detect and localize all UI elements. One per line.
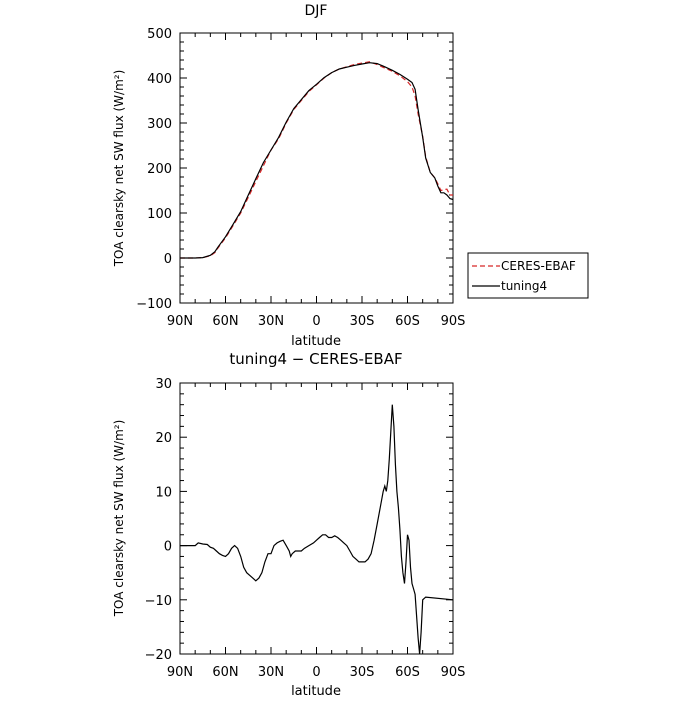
- bottom-y-axis-label: TOA clearsky net SW flux (W/m²): [112, 420, 126, 618]
- top-y-tick-label: −100: [136, 297, 172, 312]
- bottom-y-tick-label: −10: [145, 594, 172, 609]
- legend-label-ceres-ebaf: CERES-EBAF: [501, 259, 576, 273]
- top-plot-frame: [179, 32, 454, 304]
- bottom-series-lines: [180, 404, 454, 655]
- bottom-x-tick-label: 90N: [167, 665, 193, 680]
- top-y-tick-label: 200: [147, 162, 172, 177]
- legend-label-tuning4: tuning4: [501, 279, 547, 293]
- legend: CERES-EBAF tuning4: [467, 252, 589, 299]
- top-panel: DJF 90N 60N 30N 0 30S 60S 90S −100 0 100 200 300 40…: [112, 3, 589, 349]
- bottom-series-line-difference: [180, 404, 454, 655]
- top-y-tick-label: 100: [147, 207, 172, 222]
- top-x-tick-label: 60S: [395, 314, 420, 329]
- top-x-tick-label: 90N: [167, 314, 193, 329]
- top-series-line-ceres-ebaf: [180, 61, 453, 259]
- bottom-chart-title: tuning4 − CERES-EBAF: [229, 350, 402, 368]
- bottom-y-tick-label: 30: [155, 377, 172, 392]
- top-x-tick-label: 30N: [258, 314, 284, 329]
- bottom-x-tick-label: 30S: [350, 665, 375, 680]
- top-y-tick-label: 0: [164, 252, 172, 267]
- top-chart-title: DJF: [305, 3, 328, 19]
- bottom-ticks: [179, 382, 454, 655]
- top-x-tick-labels: 90N 60N 30N 0 30S 60S 90S: [167, 314, 466, 329]
- bottom-y-tick-label: 0: [164, 540, 172, 555]
- top-y-tick-label: 300: [147, 117, 172, 132]
- bottom-x-axis-label: latitude: [291, 684, 341, 699]
- bottom-y-tick-label: −20: [145, 648, 172, 663]
- bottom-plot-frame: [179, 382, 454, 655]
- top-y-tick-labels: −100 0 100 200 300 400 500: [136, 27, 172, 312]
- bottom-x-tick-label: 60N: [212, 665, 238, 680]
- top-x-axis-label: latitude: [291, 334, 341, 349]
- top-y-tick-label: 500: [147, 27, 172, 42]
- bottom-y-tick-labels: −20 −10 0 10 20 30: [145, 377, 172, 663]
- bottom-x-tick-label: 30N: [258, 665, 284, 680]
- top-x-tick-label: 90S: [441, 314, 466, 329]
- top-x-tick-label: 30S: [350, 314, 375, 329]
- top-series-line-tuning4: [180, 62, 454, 259]
- top-y-tick-label: 400: [147, 72, 172, 87]
- bottom-x-tick-label: 60S: [395, 665, 420, 680]
- bottom-panel: tuning4 − CERES-EBAF 90N 60N 30N 0 30S 60S 90S…: [112, 350, 465, 699]
- bottom-x-tick-labels: 90N 60N 30N 0 30S 60S 90S: [167, 665, 466, 680]
- legend-frame: [467, 252, 589, 299]
- top-ticks: [179, 32, 454, 304]
- top-x-tick-label: 60N: [212, 314, 238, 329]
- bottom-y-tick-label: 20: [155, 431, 172, 446]
- top-x-tick-label: 0: [312, 314, 320, 329]
- bottom-x-tick-label: 90S: [441, 665, 466, 680]
- bottom-x-tick-label: 0: [312, 665, 320, 680]
- top-y-axis-label: TOA clearsky net SW flux (W/m²): [112, 70, 126, 268]
- top-series-lines: [180, 61, 454, 259]
- bottom-y-tick-label: 10: [155, 485, 172, 500]
